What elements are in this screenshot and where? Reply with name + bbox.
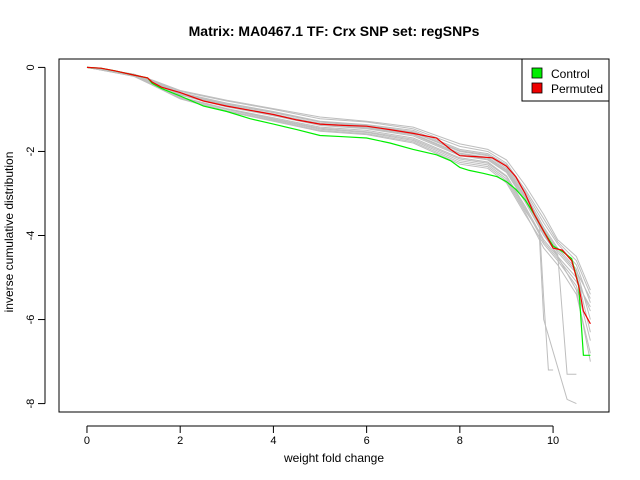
axes: 0 2 4 6 8 10 0 -2 -4 -6 -8 <box>25 64 559 447</box>
permuted-line <box>86 66 591 325</box>
x-tick-label: 6 <box>364 435 370 447</box>
legend-box <box>521 58 610 102</box>
y-tick-label: -2 <box>25 147 37 157</box>
y-axis-label: inverse cumulative distribution <box>2 152 16 313</box>
y-tick-label: -6 <box>25 315 37 325</box>
legend-permuted-swatch <box>531 82 543 94</box>
x-tick-label: 4 <box>270 435 276 447</box>
legend-control-swatch <box>531 67 543 79</box>
series-lines <box>86 66 591 356</box>
y-tick-label: -4 <box>25 231 37 241</box>
y-tick-label: 0 <box>25 64 37 70</box>
legend: Control Permuted <box>521 58 610 102</box>
x-axis-label: weight fold change <box>283 451 384 465</box>
x-tick-label: 10 <box>547 435 559 447</box>
x-tick-label: 2 <box>177 435 183 447</box>
legend-control-label: Control <box>551 67 590 81</box>
permutation-line-13 <box>86 66 591 354</box>
permutation-line-10 <box>86 66 591 320</box>
x-tick-label: 8 <box>457 435 463 447</box>
permutation-line-9 <box>86 66 591 295</box>
permutation-line-1 <box>86 66 591 291</box>
plot-frame <box>58 58 610 413</box>
legend-permuted-label: Permuted <box>551 82 603 96</box>
y-tick-label: -8 <box>25 399 37 409</box>
x-tick-label: 0 <box>84 435 90 447</box>
chart-title: Matrix: MA0467.1 TF: Crx SNP set: regSNP… <box>189 23 480 39</box>
